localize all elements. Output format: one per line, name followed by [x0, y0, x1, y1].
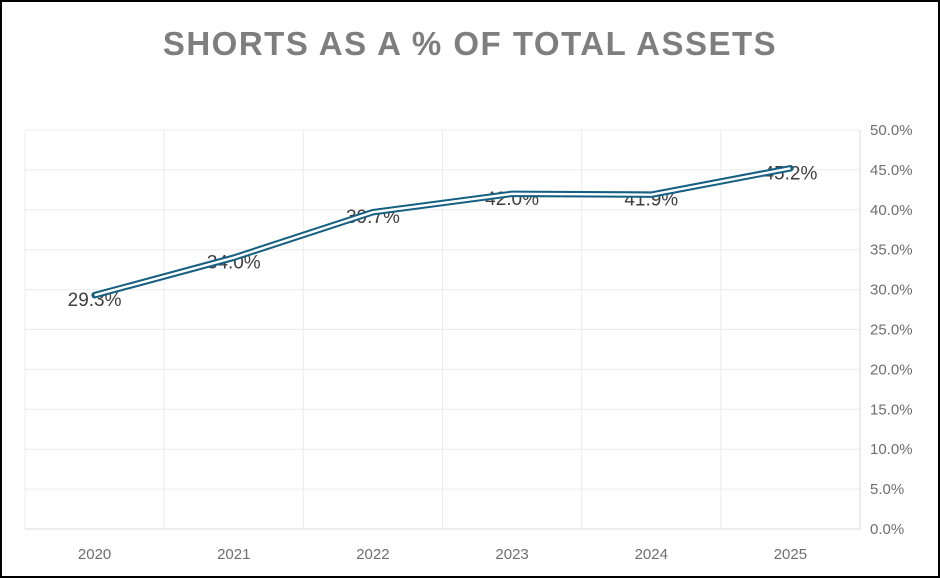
- x-axis-tick-label: 2020: [78, 546, 111, 563]
- x-axis-tick-label: 2024: [635, 546, 668, 563]
- y-axis-tick-label: 25.0%: [870, 322, 913, 339]
- series-line-gap: [94, 167, 791, 297]
- gridlines-group: [24, 129, 861, 530]
- series-group: [91, 165, 794, 299]
- x-axis-tick-label: 2023: [495, 546, 528, 563]
- x-axis-tick-label: 2022: [356, 546, 389, 563]
- x-axis-tick-label: 2021: [217, 546, 250, 563]
- chart-title: SHORTS AS A % OF TOTAL ASSETS: [162, 25, 778, 62]
- y-axis-tick-label: 20.0%: [870, 361, 913, 378]
- data-labels-group: 29.3%34.0%39.7%42.0% 41.9%45.2%: [68, 163, 818, 311]
- y-axis-tick-label: 30.0%: [870, 282, 913, 299]
- y-axis-tick-label: 45.0%: [870, 162, 913, 179]
- y-axis-tick-label: 0.0%: [870, 521, 904, 538]
- data-label: 34.0%: [207, 253, 261, 274]
- axis-tick-labels-group: 0.0% 5.0% 10.0% 15.0% 20.0% 25.0% 30.0% 35.0% 40…: [78, 122, 913, 563]
- y-axis-tick-label: 10.0%: [870, 441, 913, 458]
- y-axis-tick-label: 5.0%: [870, 481, 904, 498]
- y-axis-tick-label: 15.0%: [870, 401, 913, 418]
- x-axis-tick-label: 2025: [774, 546, 807, 563]
- y-axis-tick-label: 40.0%: [870, 202, 913, 219]
- y-axis-tick-label: 50.0%: [870, 122, 913, 139]
- data-label: 29.3%: [68, 290, 122, 311]
- y-axis-tick-label: 35.0%: [870, 242, 913, 259]
